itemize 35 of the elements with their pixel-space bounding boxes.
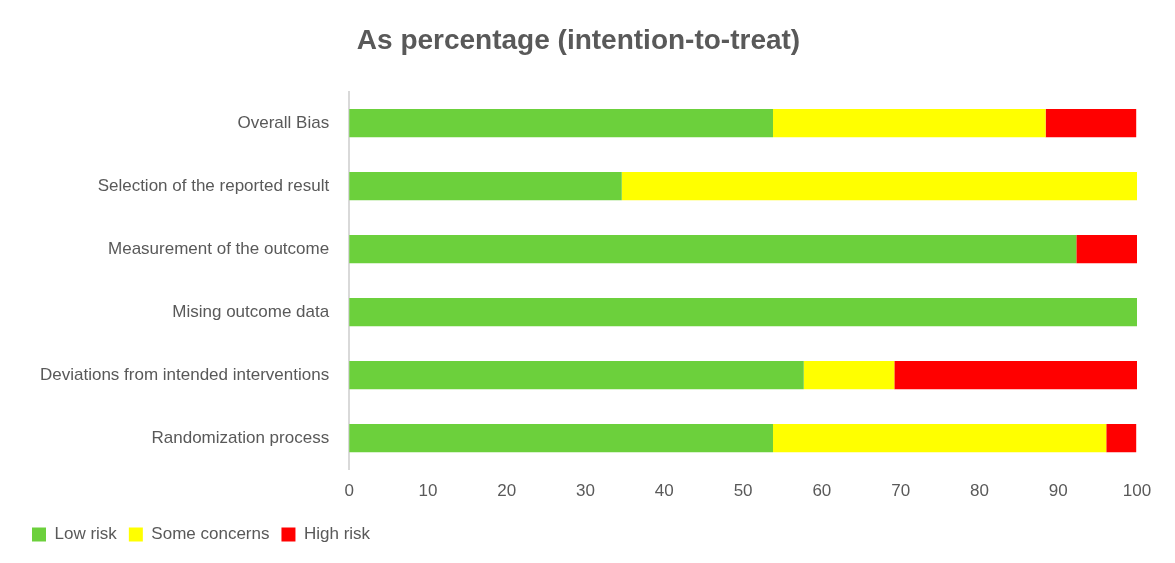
- y-tick-label: Deviations from intended interventions: [39, 364, 330, 384]
- bar: [1045, 108, 1137, 138]
- x-tick-label: 100: [1122, 481, 1152, 501]
- bar: [1106, 423, 1137, 453]
- x-tick-label: 70: [891, 481, 911, 501]
- x-tick-label: 90: [1048, 481, 1068, 501]
- bar: [349, 360, 804, 390]
- bar: [894, 360, 1137, 390]
- y-tick-label: Measurement of the outcome: [108, 238, 330, 258]
- bar: [621, 171, 1137, 201]
- x-tick-label: 0: [344, 481, 354, 501]
- legend-label: Low risk: [54, 524, 118, 544]
- bar: [349, 423, 774, 453]
- x-tick-label: 10: [418, 481, 438, 501]
- y-tick-label: Overall Bias: [237, 112, 330, 132]
- x-tick-label: 60: [812, 481, 832, 501]
- x-tick-label: 80: [969, 481, 989, 501]
- bar: [1076, 234, 1137, 264]
- bar: [349, 234, 1077, 264]
- y-tick-label: Mising outcome data: [172, 301, 330, 321]
- x-tick-label: 50: [733, 481, 753, 501]
- y-tick-label: Randomization process: [151, 427, 330, 447]
- bar: [773, 423, 1107, 453]
- chart-title: As percentage (intention-to-treat): [356, 23, 801, 55]
- y-tick-label: Selection of the reported result: [97, 175, 330, 195]
- x-tick-label: 40: [654, 481, 674, 501]
- legend-label: High risk: [303, 524, 371, 544]
- bar: [349, 297, 1137, 327]
- bar: [773, 108, 1046, 138]
- bar: [349, 171, 622, 201]
- legend-label: Some concerns: [151, 524, 270, 544]
- bar: [349, 108, 774, 138]
- bar: [803, 360, 895, 390]
- x-tick-label: 20: [497, 481, 517, 501]
- x-tick-label: 30: [576, 481, 595, 501]
